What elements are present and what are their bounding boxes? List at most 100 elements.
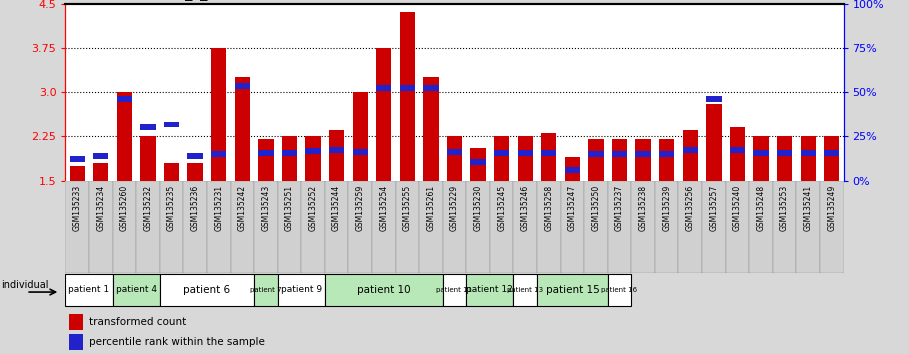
Text: GSM135261: GSM135261 bbox=[426, 185, 435, 231]
Text: GSM135231: GSM135231 bbox=[215, 185, 224, 231]
Bar bbox=[282, 136, 297, 181]
Text: GSM135250: GSM135250 bbox=[592, 185, 601, 232]
Text: GSM135237: GSM135237 bbox=[615, 185, 624, 232]
Bar bbox=[187, 153, 203, 159]
Text: patient 11: patient 11 bbox=[436, 287, 473, 292]
Bar bbox=[400, 85, 415, 91]
Bar bbox=[466, 274, 514, 306]
Bar bbox=[70, 166, 85, 181]
Bar bbox=[588, 139, 604, 181]
Bar bbox=[372, 181, 395, 273]
Text: GSM135238: GSM135238 bbox=[639, 185, 647, 231]
Bar bbox=[277, 274, 325, 306]
Text: patient 4: patient 4 bbox=[115, 285, 156, 294]
Bar bbox=[706, 96, 722, 102]
Bar bbox=[494, 136, 509, 181]
Bar bbox=[424, 85, 438, 91]
Bar bbox=[305, 148, 321, 154]
Bar bbox=[187, 163, 203, 181]
Bar bbox=[635, 139, 651, 181]
Bar bbox=[537, 181, 561, 273]
Text: percentile rank within the sample: percentile rank within the sample bbox=[89, 337, 265, 347]
Bar bbox=[683, 147, 698, 153]
Text: GSM135256: GSM135256 bbox=[685, 185, 694, 232]
Bar bbox=[395, 181, 419, 273]
Text: GSM135248: GSM135248 bbox=[756, 185, 765, 231]
Bar bbox=[211, 48, 226, 181]
Bar bbox=[69, 334, 84, 350]
Bar bbox=[400, 12, 415, 181]
Text: GSM135234: GSM135234 bbox=[96, 185, 105, 232]
Bar bbox=[160, 181, 184, 273]
Bar bbox=[184, 181, 207, 273]
Text: patient 1: patient 1 bbox=[68, 285, 110, 294]
Text: GSM135246: GSM135246 bbox=[521, 185, 530, 232]
Bar bbox=[282, 150, 297, 156]
Bar bbox=[683, 130, 698, 181]
Text: GSM135240: GSM135240 bbox=[733, 185, 742, 232]
Text: GSM135252: GSM135252 bbox=[308, 185, 317, 231]
Bar bbox=[277, 181, 301, 273]
Bar bbox=[612, 139, 627, 181]
Bar bbox=[235, 83, 250, 89]
Bar bbox=[801, 136, 816, 181]
Bar bbox=[113, 181, 136, 273]
Bar bbox=[490, 181, 514, 273]
Bar bbox=[706, 104, 722, 181]
Text: individual: individual bbox=[1, 280, 49, 290]
Bar bbox=[514, 181, 537, 273]
Bar bbox=[608, 274, 632, 306]
Text: GSM135235: GSM135235 bbox=[167, 185, 176, 232]
Text: GSM135258: GSM135258 bbox=[544, 185, 554, 231]
Text: patient 9: patient 9 bbox=[281, 285, 322, 294]
Bar bbox=[612, 151, 627, 157]
Text: patient 6: patient 6 bbox=[184, 285, 231, 295]
Text: patient 12: patient 12 bbox=[466, 285, 514, 294]
Bar bbox=[588, 151, 604, 157]
Bar bbox=[730, 127, 745, 181]
Bar bbox=[773, 181, 796, 273]
Text: GSM135243: GSM135243 bbox=[262, 185, 270, 232]
Text: patient 15: patient 15 bbox=[545, 285, 599, 295]
Bar bbox=[824, 150, 839, 156]
Text: GSM135244: GSM135244 bbox=[332, 185, 341, 232]
Bar bbox=[69, 314, 84, 330]
Text: GSM135257: GSM135257 bbox=[709, 185, 718, 232]
Text: GSM135245: GSM135245 bbox=[497, 185, 506, 232]
Bar bbox=[754, 150, 769, 156]
Bar bbox=[584, 181, 608, 273]
Bar bbox=[116, 92, 132, 181]
Bar bbox=[466, 181, 490, 273]
Text: GSM135255: GSM135255 bbox=[403, 185, 412, 232]
Bar bbox=[93, 153, 108, 159]
Bar bbox=[353, 149, 368, 155]
Bar bbox=[70, 156, 85, 162]
Bar bbox=[608, 181, 632, 273]
Bar bbox=[116, 96, 132, 102]
Bar bbox=[443, 274, 466, 306]
Bar bbox=[517, 136, 533, 181]
Text: patient 16: patient 16 bbox=[602, 287, 637, 292]
Text: patient 10: patient 10 bbox=[357, 285, 411, 295]
Bar bbox=[376, 85, 392, 91]
Bar bbox=[801, 150, 816, 156]
Bar bbox=[258, 139, 274, 181]
Text: transformed count: transformed count bbox=[89, 317, 186, 327]
Bar bbox=[353, 92, 368, 181]
Bar bbox=[325, 274, 443, 306]
Bar bbox=[258, 150, 274, 156]
Text: GSM135249: GSM135249 bbox=[827, 185, 836, 232]
Bar bbox=[235, 77, 250, 181]
Bar bbox=[659, 139, 674, 181]
Bar bbox=[471, 148, 485, 181]
Text: GSM135253: GSM135253 bbox=[780, 185, 789, 232]
Text: GSM135247: GSM135247 bbox=[568, 185, 577, 232]
Text: GSM135229: GSM135229 bbox=[450, 185, 459, 231]
Bar bbox=[211, 151, 226, 157]
Text: patient 7: patient 7 bbox=[250, 287, 282, 292]
Text: GSM135251: GSM135251 bbox=[285, 185, 294, 231]
Bar bbox=[329, 147, 345, 153]
Text: GSM135236: GSM135236 bbox=[191, 185, 200, 232]
Bar bbox=[564, 157, 580, 181]
Text: GSM135241: GSM135241 bbox=[804, 185, 813, 231]
